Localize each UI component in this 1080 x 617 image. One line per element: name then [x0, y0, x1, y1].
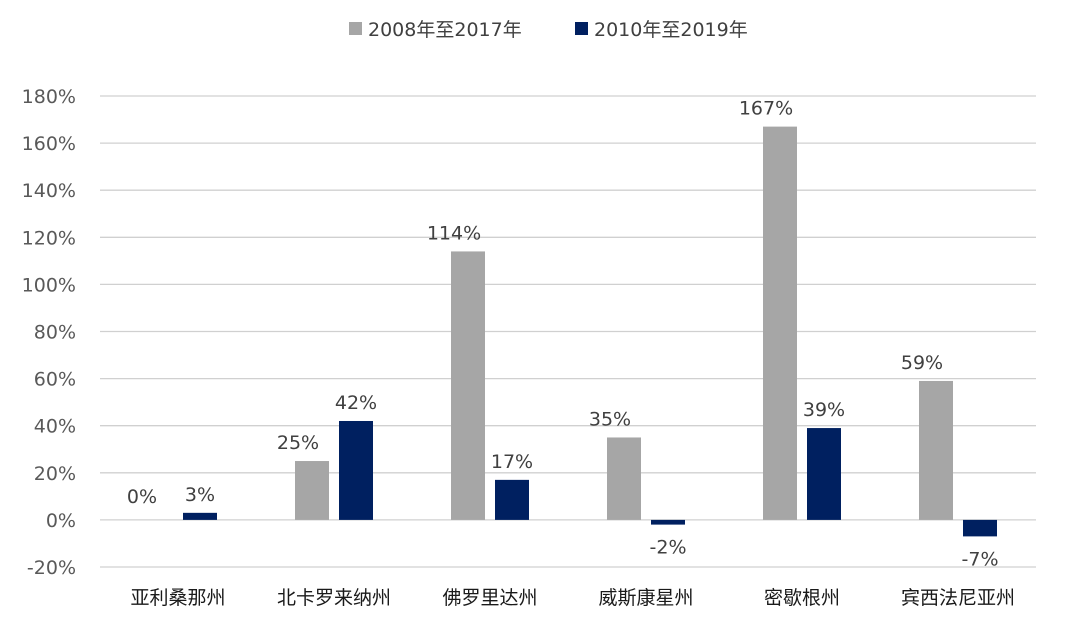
legend-label: 2010年至2019年: [594, 19, 748, 41]
y-tick-label: 0%: [46, 510, 76, 532]
bars: [183, 126, 997, 537]
data-label: 42%: [335, 392, 377, 414]
bar-series-2: [807, 428, 841, 520]
category-label: 北卡罗来纳州: [277, 587, 391, 609]
data-labels: 0% 3% 25% 42% 114% 17% 35% -2% 167% 39% 59% -7%: [127, 98, 999, 571]
bar-series-2: [183, 512, 217, 520]
bar-series-2: [339, 420, 373, 520]
category-label: 亚利桑那州: [130, 587, 225, 609]
data-label: -2%: [650, 537, 687, 559]
bar-series-1: [451, 251, 485, 520]
legend-label: 2008年至2017年: [368, 19, 522, 41]
gridlines: [100, 95, 1036, 568]
y-tick-label: 40%: [34, 416, 76, 438]
data-label: 25%: [277, 432, 319, 454]
y-tick-label: -20%: [27, 557, 76, 579]
bar-series-1: [295, 461, 329, 520]
bar-series-2: [963, 519, 997, 537]
y-tick-label: 160%: [22, 133, 76, 155]
y-tick-label: 100%: [22, 274, 76, 296]
data-label: 17%: [491, 451, 533, 473]
bar-series-2: [495, 479, 529, 520]
data-label: 167%: [739, 98, 793, 120]
x-axis-categories: 亚利桑那州 北卡罗来纳州 佛罗里达州 威斯康星州 密歇根州 宾西法尼亚州: [130, 587, 1015, 609]
bar-series-2: [651, 519, 685, 525]
y-tick-label: 60%: [34, 369, 76, 391]
y-tick-label: 20%: [34, 463, 76, 485]
data-label: 39%: [803, 399, 845, 421]
y-tick-label: 120%: [22, 227, 76, 249]
data-label: 0%: [127, 486, 157, 508]
data-label: 59%: [901, 352, 943, 374]
data-label: 35%: [589, 408, 631, 430]
y-tick-label: 140%: [22, 180, 76, 202]
category-label: 佛罗里达州: [442, 587, 537, 609]
bar-series-1: [919, 380, 953, 520]
y-tick-label: 80%: [34, 322, 76, 344]
category-label: 宾西法尼亚州: [901, 587, 1015, 609]
legend-swatch: [349, 22, 362, 35]
category-label: 威斯康星州: [598, 587, 693, 609]
data-label: 3%: [185, 484, 215, 506]
category-label: 密歇根州: [764, 587, 840, 609]
data-label: 114%: [427, 222, 481, 244]
legend: 2008年至2017年 2010年至2019年: [349, 19, 748, 41]
data-label: -7%: [962, 548, 999, 570]
bar-series-1: [607, 437, 641, 520]
y-tick-label: 180%: [22, 86, 76, 108]
y-axis-ticks: -20% 0% 20% 40% 60% 80% 100% 120% 140% 160% 180%: [22, 86, 76, 579]
legend-swatch: [575, 22, 588, 35]
bar-series-1: [763, 126, 797, 520]
